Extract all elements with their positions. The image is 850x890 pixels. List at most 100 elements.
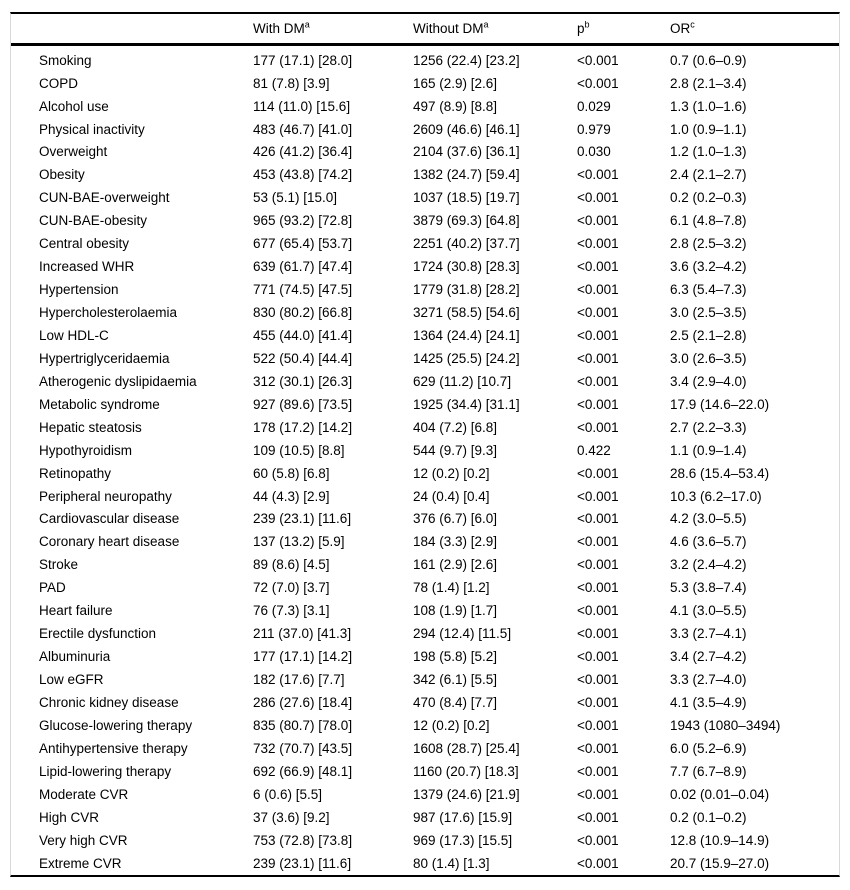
footnote-marker-a: a	[483, 19, 489, 30]
cell-with-dm: 44 (4.3) [2.9]	[253, 488, 330, 504]
cell-p-value: <0.001	[577, 649, 619, 665]
cell-odds-ratio: 3.0 (2.6–3.5)	[670, 350, 747, 366]
cell-with-dm: 426 (41.2) [36.4]	[253, 144, 353, 160]
cell-with-dm: 239 (23.1) [11.6]	[253, 855, 352, 871]
table-row: Extreme CVR 239 (23.1) [11.6] 80 (1.4) […	[11, 852, 839, 875]
cell-without-dm: 184 (3.3) [2.9]	[413, 534, 498, 550]
cell-p-value: <0.001	[577, 511, 619, 527]
cell-without-dm: 161 (2.9) [2.6]	[413, 557, 498, 573]
cell-without-dm: 1925 (34.4) [31.1]	[413, 396, 520, 412]
footnote-marker-b: b	[584, 19, 590, 30]
row-label: Very high CVR	[39, 832, 128, 848]
cell-with-dm: 137 (13.2) [5.9]	[253, 534, 345, 550]
row-label: Central obesity	[39, 236, 130, 252]
cell-with-dm: 211 (37.0) [41.3]	[253, 626, 352, 642]
cell-odds-ratio: 1943 (1080–3494)	[670, 717, 781, 733]
cell-odds-ratio: 12.8 (10.9–14.9)	[670, 832, 770, 848]
cell-odds-ratio: 3.3 (2.7–4.1)	[670, 626, 747, 642]
row-label: Alcohol use	[39, 98, 109, 114]
cell-odds-ratio: 2.7 (2.2–3.3)	[670, 419, 747, 435]
row-label: Heart failure	[39, 603, 113, 619]
cell-with-dm: 53 (5.1) [15.0]	[253, 190, 338, 206]
cell-odds-ratio: 0.02 (0.01–0.04)	[670, 786, 770, 802]
header-p-label: p	[577, 20, 585, 36]
cell-with-dm: 89 (8.6) [4.5]	[253, 557, 330, 573]
table-row: Physical inactivity 483 (46.7) [41.0] 26…	[11, 118, 839, 141]
cell-with-dm: 835 (80.7) [78.0]	[253, 717, 353, 733]
cell-odds-ratio: 3.4 (2.9–4.0)	[670, 373, 747, 389]
row-label: Atherogenic dyslipidaemia	[39, 373, 197, 389]
cell-odds-ratio: 10.3 (6.2–17.0)	[670, 488, 762, 504]
cell-p-value: <0.001	[577, 832, 619, 848]
table-row: Low eGFR 182 (17.6) [7.7] 342 (6.1) [5.5…	[11, 668, 839, 691]
cell-with-dm: 312 (30.1) [26.3]	[253, 373, 353, 389]
cell-odds-ratio: 2.4 (2.1–2.7)	[670, 167, 747, 183]
table-row: Moderate CVR 6 (0.6) [5.5] 1379 (24.6) […	[11, 783, 839, 806]
table-row: Antihypertensive therapy 732 (70.7) [43.…	[11, 737, 839, 760]
table-row: Hypertriglyceridaemia 522 (50.4) [44.4] …	[11, 347, 839, 370]
cell-with-dm: 522 (50.4) [44.4]	[253, 350, 353, 366]
table-row: Albuminuria 177 (17.1) [14.2] 198 (5.8) …	[11, 645, 839, 668]
header-row: With DMa Without DMa pb ORc	[11, 14, 839, 46]
comorbidity-table-frame: With DMa Without DMa pb ORc Smoking 177 …	[10, 12, 840, 877]
cell-with-dm: 177 (17.1) [14.2]	[253, 649, 353, 665]
table-row: Retinopathy 60 (5.8) [6.8] 12 (0.2) [0.2…	[11, 462, 839, 485]
row-label: Erectile dysfunction	[39, 626, 157, 642]
cell-odds-ratio: 4.6 (3.6–5.7)	[670, 534, 747, 550]
cell-odds-ratio: 1.0 (0.9–1.1)	[670, 121, 747, 137]
table-row: Hepatic steatosis 178 (17.2) [14.2] 404 …	[11, 416, 839, 439]
cell-p-value: <0.001	[577, 465, 619, 481]
table-row: Increased WHR 639 (61.7) [47.4] 1724 (30…	[11, 255, 839, 278]
cell-p-value: <0.001	[577, 855, 619, 871]
table-row: Hypertension 771 (74.5) [47.5] 1779 (31.…	[11, 278, 839, 301]
cell-odds-ratio: 2.5 (2.1–2.8)	[670, 327, 747, 343]
cell-with-dm: 72 (7.0) [3.7]	[253, 580, 330, 596]
cell-with-dm: 6 (0.6) [5.5]	[253, 786, 323, 802]
cell-p-value: <0.001	[577, 282, 619, 298]
table-row: Hypercholesterolaemia 830 (80.2) [66.8] …	[11, 301, 839, 324]
table-row: Erectile dysfunction 211 (37.0) [41.3] 2…	[11, 622, 839, 645]
cell-with-dm: 239 (23.1) [11.6]	[253, 511, 352, 527]
cell-p-value: 0.422	[577, 442, 611, 458]
row-label: Overweight	[39, 144, 108, 160]
cell-p-value: <0.001	[577, 350, 619, 366]
cell-with-dm: 37 (3.6) [9.2]	[253, 809, 330, 825]
table-row: Alcohol use 114 (11.0) [15.6] 497 (8.9) …	[11, 95, 839, 118]
cell-without-dm: 12 (0.2) [0.2]	[413, 465, 490, 481]
row-label: Hypercholesterolaemia	[39, 305, 178, 321]
cell-without-dm: 1425 (25.5) [24.2]	[413, 350, 520, 366]
header-with-dm-label: With DM	[253, 20, 305, 36]
cell-p-value: <0.001	[577, 327, 619, 343]
cell-p-value: <0.001	[577, 809, 619, 825]
cell-without-dm: 1608 (28.7) [25.4]	[413, 740, 520, 756]
table-row: CUN-BAE-obesity 965 (93.2) [72.8] 3879 (…	[11, 210, 839, 233]
cell-p-value: <0.001	[577, 786, 619, 802]
cell-odds-ratio: 1.1 (0.9–1.4)	[670, 442, 747, 458]
row-label: Lipid-lowering therapy	[39, 763, 172, 779]
cell-p-value: <0.001	[577, 488, 619, 504]
row-label: PAD	[39, 580, 66, 596]
header-cell-or: ORc	[670, 14, 839, 46]
cell-p-value: <0.001	[577, 557, 619, 573]
cell-without-dm: 2251 (40.2) [37.7]	[413, 236, 520, 252]
cell-odds-ratio: 6.1 (4.8–7.8)	[670, 213, 747, 229]
table-row: Chronic kidney disease 286 (27.6) [18.4]…	[11, 691, 839, 714]
cell-odds-ratio: 3.3 (2.7–4.0)	[670, 672, 747, 688]
cell-odds-ratio: 20.7 (15.9–27.0)	[670, 855, 770, 871]
cell-without-dm: 80 (1.4) [1.3]	[413, 855, 490, 871]
cell-odds-ratio: 1.2 (1.0–1.3)	[670, 144, 747, 160]
cell-with-dm: 60 (5.8) [6.8]	[253, 465, 330, 481]
cell-p-value: <0.001	[577, 626, 619, 642]
table-row: Hypothyroidism 109 (10.5) [8.8] 544 (9.7…	[11, 439, 839, 462]
cell-p-value: 0.029	[577, 98, 611, 114]
cell-p-value: <0.001	[577, 213, 619, 229]
cell-with-dm: 286 (27.6) [18.4]	[253, 694, 353, 710]
cell-without-dm: 2609 (46.6) [46.1]	[413, 121, 520, 137]
cell-p-value: <0.001	[577, 534, 619, 550]
cell-p-value: <0.001	[577, 603, 619, 619]
row-label: Albuminuria	[39, 649, 111, 665]
cell-with-dm: 178 (17.2) [14.2]	[253, 419, 353, 435]
table-row: Peripheral neuropathy 44 (4.3) [2.9] 24 …	[11, 485, 839, 508]
row-label: Hepatic steatosis	[39, 419, 142, 435]
cell-with-dm: 109 (10.5) [8.8]	[253, 442, 345, 458]
